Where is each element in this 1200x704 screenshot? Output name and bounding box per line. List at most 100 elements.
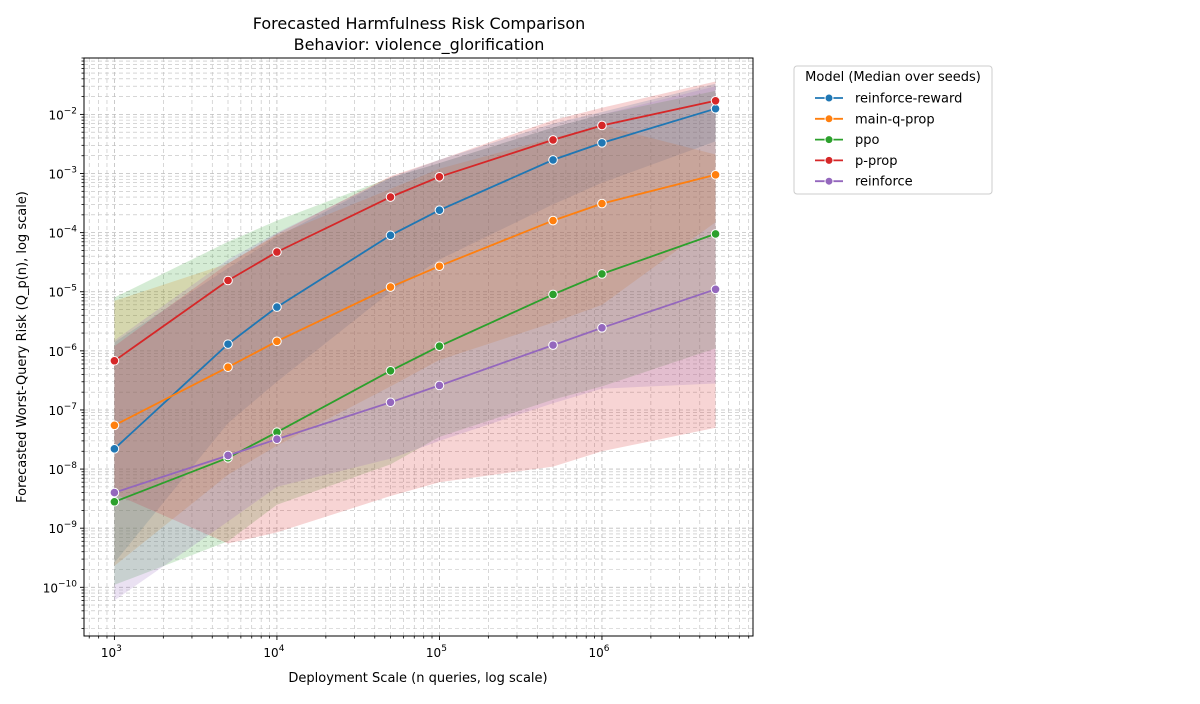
data-point-reinforce-reward — [385, 230, 396, 241]
legend-label: reinforce-reward — [855, 92, 962, 107]
data-point-reinforce-reward — [710, 103, 721, 114]
data-point-reinforce — [434, 380, 445, 391]
data-point-main-q-prop — [223, 362, 233, 372]
data-point-p-prop — [385, 192, 396, 202]
confidence-bands — [114, 81, 716, 601]
legend-item-reinforce: reinforce — [815, 175, 913, 190]
data-point-p-prop — [434, 171, 445, 182]
confidence-band-ppo — [114, 90, 716, 585]
data-point-main-q-prop — [434, 261, 445, 272]
y-axis-label: Forecasted Worst-Query Risk (Q_p(n), log… — [15, 191, 30, 503]
legend-marker — [824, 176, 834, 186]
data-point-reinforce-reward — [548, 155, 558, 165]
data-point-reinforce — [385, 397, 396, 408]
legend-box — [793, 65, 993, 195]
data-point-p-prop — [109, 355, 120, 366]
legend: Model (Median over seeds) reinforce-rewa… — [793, 65, 993, 195]
chart-title: Forecasted Harmfulness Risk Comparison — [253, 14, 586, 33]
legend-label: main-q-prop — [855, 112, 935, 127]
y-tick-base: 10 — [48, 404, 63, 418]
data-point-ppo — [434, 341, 445, 351]
legend-marker — [824, 93, 834, 103]
confidence-band-p-prop — [114, 81, 716, 544]
data-point-main-q-prop — [597, 198, 607, 209]
y-tick-exponent: −5 — [64, 284, 77, 294]
data-point-ppo — [385, 365, 396, 376]
data-point-p-prop — [272, 247, 282, 257]
y-tick-label: 10−2 — [48, 106, 77, 122]
x-tick-exponent: 3 — [116, 644, 122, 654]
y-tick-base: 10 — [48, 463, 63, 477]
y-tick-exponent: −4 — [64, 225, 78, 235]
series-line-reinforce — [114, 288, 716, 494]
data-point-main-q-prop — [710, 170, 721, 180]
y-tick-exponent: −10 — [58, 579, 77, 589]
series-markers — [109, 95, 721, 507]
data-point-main-q-prop — [109, 420, 120, 431]
y-tick-exponent: −3 — [64, 166, 77, 176]
y-tick-base: 10 — [48, 345, 63, 359]
confidence-band-main-q-prop — [114, 125, 716, 566]
legend-item-ppo: ppo — [815, 133, 880, 148]
y-tick-exponent: −7 — [64, 402, 77, 412]
legend-item-p-prop: p-prop — [815, 154, 897, 169]
y-tick-label: 10−6 — [48, 343, 77, 359]
series-lines — [113, 99, 716, 503]
y-tick-label: 10−9 — [48, 520, 77, 536]
series-line-p-prop — [113, 99, 716, 362]
legend-item-main-q-prop: main-q-prop — [815, 112, 935, 127]
data-point-reinforce-reward — [434, 205, 445, 215]
data-point-reinforce — [272, 434, 282, 445]
series-line-main-q-prop — [113, 173, 716, 427]
y-tick-base: 10 — [48, 168, 63, 182]
confidence-band-reinforce — [114, 86, 716, 601]
y-tick-label: 10−8 — [48, 461, 77, 477]
y-tick-exponent: −2 — [64, 106, 77, 116]
y-tick-exponent: −8 — [64, 461, 78, 471]
legend-marker — [824, 114, 834, 124]
data-point-ppo — [597, 269, 607, 279]
y-tick-base: 10 — [48, 522, 63, 536]
y-tick-label: 10−7 — [48, 402, 77, 418]
legend-label: ppo — [855, 133, 880, 148]
legend-item-reinforce-reward: reinforce-reward — [815, 92, 962, 107]
data-point-reinforce-reward — [272, 302, 282, 312]
legend-marker — [824, 155, 834, 165]
data-point-reinforce — [223, 450, 233, 461]
y-tick-label: 10−10 — [43, 579, 78, 595]
data-point-reinforce-reward — [597, 138, 607, 148]
y-tick-label: 10−5 — [48, 284, 77, 300]
legend-marker — [824, 135, 834, 145]
data-point-ppo — [548, 289, 558, 300]
data-point-reinforce — [109, 487, 120, 498]
data-point-reinforce-reward — [223, 339, 233, 349]
x-tick-exponent: 4 — [279, 644, 285, 654]
data-point-main-q-prop — [548, 215, 558, 226]
series-line-reinforce-reward — [113, 107, 716, 450]
data-point-p-prop — [710, 95, 721, 106]
data-point-reinforce — [597, 323, 607, 333]
y-tick-base: 10 — [48, 108, 63, 122]
data-point-ppo — [109, 496, 120, 507]
data-point-p-prop — [223, 275, 233, 286]
y-tick-base: 10 — [43, 581, 58, 595]
x-tick-exponent: 5 — [441, 644, 447, 654]
chart-subtitle: Behavior: violence_glorification — [294, 35, 545, 55]
y-tick-label: 10−4 — [48, 225, 77, 241]
x-tick-exponent: 6 — [604, 644, 610, 654]
data-point-ppo — [710, 229, 721, 239]
data-point-main-q-prop — [272, 336, 282, 347]
data-point-reinforce — [548, 340, 558, 350]
legend-label: reinforce — [855, 175, 913, 190]
plot-frame — [83, 57, 754, 637]
y-tick-base: 10 — [48, 227, 63, 241]
legend-items: reinforce-reward main-q-prop ppo p-prop rein… — [815, 92, 962, 190]
y-tick-label: 10−3 — [48, 166, 77, 182]
y-tick-base: 10 — [48, 286, 63, 300]
data-point-reinforce — [710, 284, 721, 295]
y-tick-exponent: −6 — [64, 343, 78, 353]
